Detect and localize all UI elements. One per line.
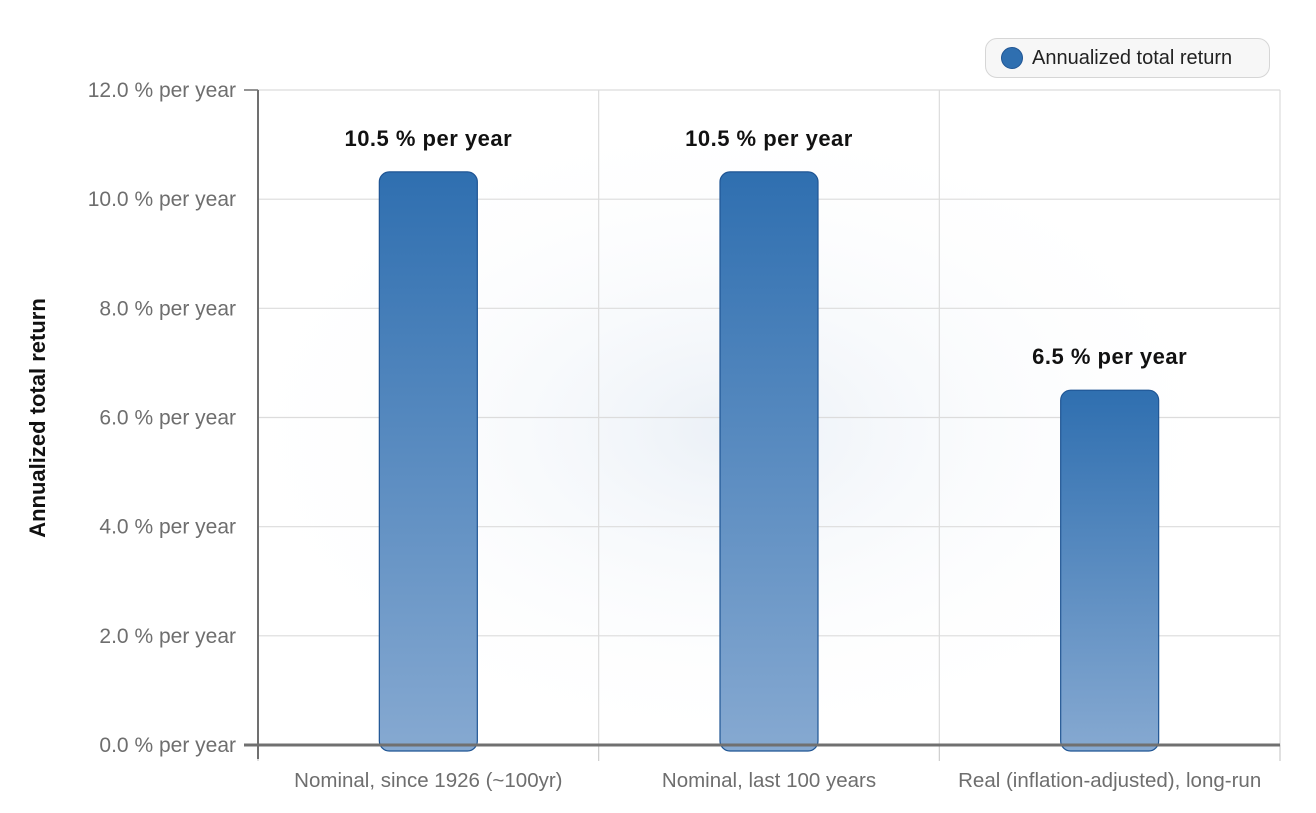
legend-label: Annualized total return (1032, 46, 1233, 69)
y-tick-label: 6.0 % per year (99, 407, 236, 430)
bar (1060, 389, 1160, 752)
data-label: 10.5 % per year (344, 126, 512, 151)
legend-swatch (1001, 47, 1023, 69)
bar (378, 171, 478, 752)
data-label: 10.5 % per year (685, 126, 853, 151)
x-tick-label: Real (inflation-adjusted), long-run (958, 769, 1261, 792)
bars (378, 171, 1160, 752)
y-tick-label: 8.0 % per year (99, 297, 236, 320)
x-tick-label: Nominal, last 100 years (662, 769, 876, 792)
y-tick-label: 2.0 % per year (99, 625, 236, 648)
y-tick-label: 12.0 % per year (88, 79, 236, 102)
legend: Annualized total return (985, 38, 1270, 78)
y-tick-label: 10.0 % per year (88, 188, 236, 211)
labels: 0.0 % per year 2.0 % per year 4.0 % per ye… (88, 79, 1261, 792)
x-tick-label: Nominal, since 1926 (~100yr) (294, 769, 562, 792)
bar (719, 171, 819, 752)
data-label: 6.5 % per year (1032, 344, 1187, 369)
y-tick-label: 0.0 % per year (99, 734, 236, 757)
axes (244, 89, 1281, 761)
y-tick-label: 4.0 % per year (99, 516, 236, 539)
y-axis-title: Annualized total return (25, 298, 50, 538)
